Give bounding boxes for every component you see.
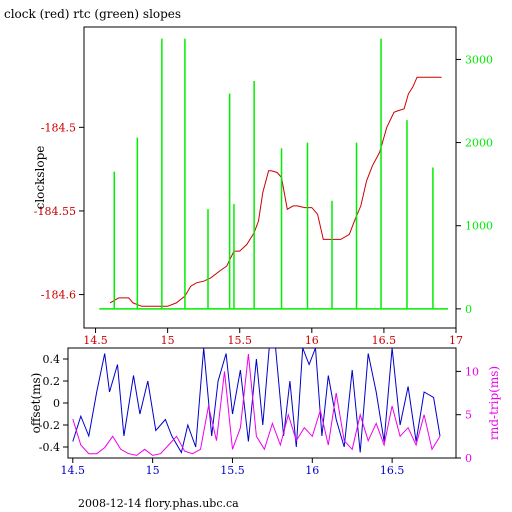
- panel1-y2-tick-label: 2000: [465, 137, 493, 150]
- chart-title: clock (red) rtc (green) slopes: [4, 7, 182, 21]
- footer-caption: 2008-12-14 flory.phas.ubc.ca: [78, 497, 239, 510]
- panel2-x-tick-label: 15: [146, 464, 160, 477]
- panel2-y-tick-label: 0: [53, 397, 60, 410]
- panel2-y2-tick-label: 5: [465, 409, 472, 422]
- panel1-x-tick-label: 15: [161, 334, 175, 347]
- panel1-y-tick-label: -184.6: [41, 289, 76, 302]
- panel2-x-tick-label: 16.5: [380, 464, 405, 477]
- panel2-y-tick-label: -0.2: [39, 419, 60, 432]
- panel2-x-tick-label: 15.5: [220, 464, 245, 477]
- panel1-x-tick-label: 16.5: [372, 334, 397, 347]
- panel2-series-blue-line: [72, 348, 441, 454]
- panel1-x-tick-label: 17: [449, 334, 463, 347]
- panel1-x-tick-label: 14.5: [83, 334, 108, 347]
- panel2-series-magenta-line: [72, 354, 441, 456]
- panel1-frame: [83, 26, 457, 329]
- panel1-series-red-line: [109, 76, 442, 307]
- panel2-y-tick-label: 0.4: [43, 353, 61, 366]
- panel1-y2-tick-label: 0: [465, 303, 472, 316]
- panel1-x-tick-label: 15.5: [227, 334, 252, 347]
- panel2-y2-axis-label: rnd-trip(ms): [487, 366, 501, 440]
- panel2-y-tick-label: 0.2: [43, 375, 61, 388]
- panel1-y-axis-label: clockslope: [33, 146, 47, 210]
- panel2-y2-tick-label: 0: [465, 452, 472, 465]
- panel2-y2-tick-label: 10: [465, 365, 479, 378]
- panel1-x-tick-label: 16: [305, 334, 319, 347]
- panel2-y-axis-label: offset(ms): [29, 373, 43, 434]
- panel1-y-tick-label: -184.55: [34, 205, 76, 218]
- panel2-x-tick-label: 16: [305, 464, 319, 477]
- panel1-y-tick-label: -184.5: [41, 121, 76, 134]
- panel1-y2-tick-label: 1000: [465, 220, 493, 233]
- panel2-y-tick-label: -0.4: [39, 441, 60, 454]
- panel2-x-tick-label: 14.5: [61, 464, 86, 477]
- panel1-y2-tick-label: 3000: [465, 53, 493, 66]
